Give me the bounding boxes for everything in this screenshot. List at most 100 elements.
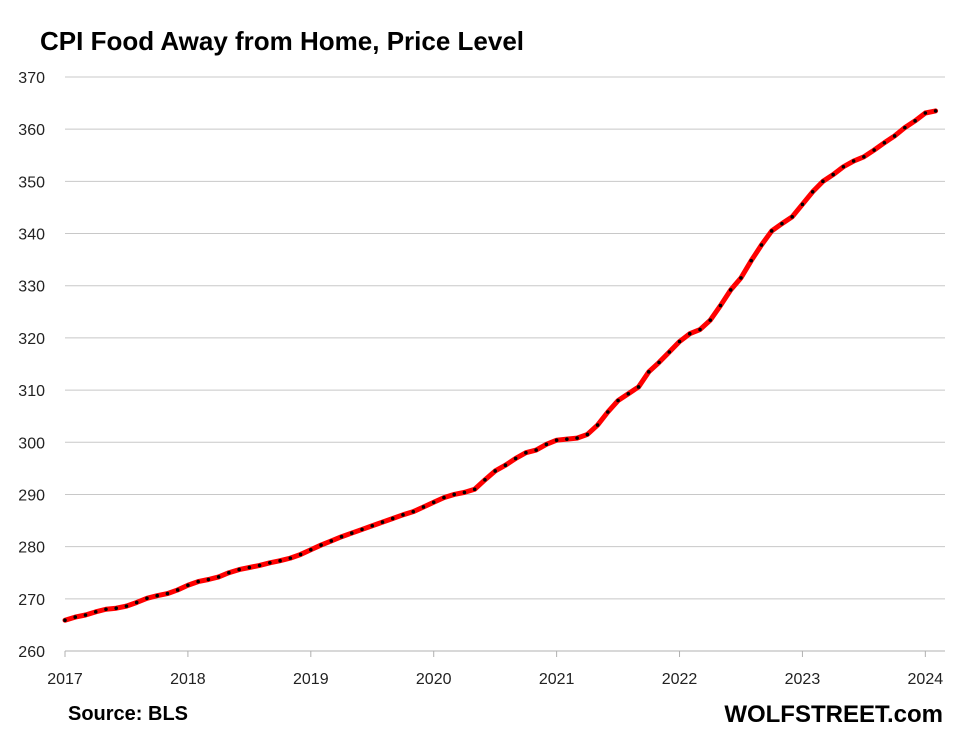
data-point — [585, 432, 590, 437]
y-tick-label: 320 — [18, 331, 45, 348]
y-tick-label: 330 — [18, 279, 45, 296]
x-tick-label: 2021 — [539, 671, 575, 688]
y-tick-label: 280 — [18, 540, 45, 557]
data-point — [708, 318, 713, 322]
data-point — [145, 596, 149, 601]
brand-label: WOLFSTREET.com — [724, 701, 943, 728]
data-point — [278, 558, 282, 563]
data-point — [370, 523, 375, 528]
data-point — [657, 360, 661, 365]
chart-title: CPI Food Away from Home, Price Level — [40, 26, 525, 56]
data-point — [728, 288, 733, 292]
x-tick-label: 2018 — [170, 671, 206, 688]
data-point — [298, 552, 303, 557]
y-tick-label: 290 — [18, 487, 45, 504]
data-point — [483, 478, 487, 482]
data-point — [565, 437, 569, 441]
data-point — [882, 140, 887, 145]
data-point — [800, 202, 805, 207]
data-point — [114, 606, 119, 611]
data-point — [431, 500, 436, 505]
data-point — [544, 442, 549, 447]
y-tick-label: 260 — [18, 644, 45, 661]
data-point — [626, 391, 631, 396]
axes — [64, 650, 945, 657]
data-point — [165, 591, 170, 596]
data-point — [524, 450, 528, 455]
data-point — [237, 567, 241, 572]
y-tick-label: 370 — [18, 70, 45, 87]
data-point — [155, 593, 159, 598]
gridlines — [65, 76, 945, 600]
data-point — [841, 164, 846, 169]
data-point — [452, 492, 457, 497]
data-point — [186, 583, 190, 588]
data-point — [63, 618, 67, 623]
data-point — [933, 109, 938, 113]
data-point — [411, 509, 416, 514]
data-point — [309, 547, 313, 552]
data-point — [513, 456, 518, 461]
data-point — [462, 490, 467, 495]
data-point — [288, 556, 293, 560]
data-point — [872, 148, 876, 152]
data-point — [821, 179, 825, 184]
data-point — [206, 577, 211, 582]
data-point — [360, 527, 364, 532]
data-point — [134, 600, 139, 605]
data-point — [759, 243, 764, 247]
data-point — [903, 125, 907, 130]
data-point — [677, 339, 682, 344]
data-point — [698, 327, 702, 332]
data-point — [749, 258, 754, 263]
data-point — [472, 487, 477, 492]
data-point — [780, 221, 784, 226]
data-point — [718, 303, 723, 308]
data-point — [73, 615, 78, 619]
data-point — [93, 610, 98, 614]
data-point — [390, 516, 395, 521]
data-point — [83, 613, 88, 617]
data-point — [319, 543, 323, 547]
data-point — [247, 565, 252, 570]
data-point — [493, 469, 497, 473]
data-point — [636, 385, 641, 389]
x-tick-label: 2022 — [662, 671, 698, 688]
data-point — [851, 159, 856, 163]
data-point — [329, 539, 334, 543]
y-tick-label: 350 — [18, 174, 45, 191]
y-tick-label: 300 — [18, 435, 45, 452]
data-point — [862, 155, 866, 159]
data-point — [257, 563, 262, 568]
data-point — [380, 520, 385, 524]
series-line — [62, 108, 939, 623]
data-point — [124, 604, 129, 608]
data-point — [810, 190, 815, 194]
y-tick-label: 360 — [18, 122, 45, 139]
y-tick-label: 310 — [18, 383, 45, 400]
y-tick-label: 340 — [18, 227, 45, 244]
data-point — [606, 410, 610, 414]
data-point — [196, 579, 200, 584]
data-point — [349, 531, 354, 535]
x-tick-label: 2019 — [293, 671, 329, 688]
data-point — [442, 495, 446, 500]
data-point — [892, 134, 897, 138]
data-point — [175, 588, 180, 592]
data-point — [503, 463, 508, 468]
data-point — [227, 570, 231, 575]
series-layer — [62, 108, 939, 623]
data-point — [913, 119, 917, 123]
source-label: Source: BLS — [68, 703, 189, 725]
data-point — [595, 423, 600, 427]
data-point — [268, 561, 272, 565]
data-point — [667, 350, 672, 354]
data-point — [104, 607, 108, 612]
data-point — [769, 229, 774, 233]
y-tick-labels: 260 270 280 290 300 310 320 330 340 350 360 370 — [18, 70, 45, 661]
x-tick-labels: 2017 2018 2019 2020 2021 2022 2023 2024 — [47, 671, 943, 688]
data-point — [739, 276, 743, 280]
x-tick-label: 2023 — [785, 671, 821, 688]
y-tick-label: 270 — [18, 592, 45, 609]
